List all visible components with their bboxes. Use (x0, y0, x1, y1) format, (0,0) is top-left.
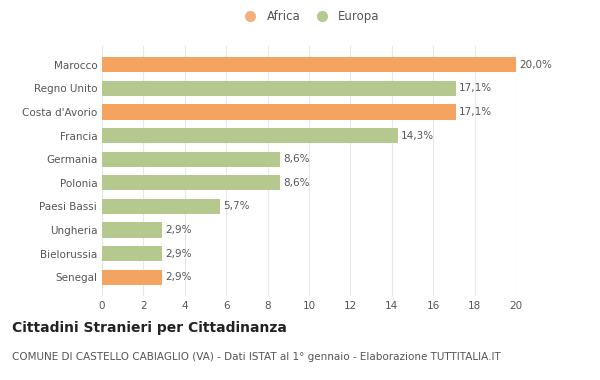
Bar (102, 246, 162, 261)
Bar (102, 152, 280, 167)
Text: 2,9%: 2,9% (165, 225, 191, 235)
Bar (102, 128, 398, 143)
Bar (102, 270, 162, 285)
Text: 8,6%: 8,6% (283, 154, 310, 164)
Bar (102, 81, 456, 96)
Text: 20,0%: 20,0% (519, 60, 552, 70)
Text: COMUNE DI CASTELLO CABIAGLIO (VA) - Dati ISTAT al 1° gennaio - Elaborazione TUTT: COMUNE DI CASTELLO CABIAGLIO (VA) - Dati… (12, 352, 501, 361)
Text: 17,1%: 17,1% (459, 107, 492, 117)
Bar (102, 57, 516, 72)
Text: 5,7%: 5,7% (223, 201, 250, 211)
Bar (102, 222, 162, 238)
Text: 2,9%: 2,9% (165, 249, 191, 259)
Text: 2,9%: 2,9% (165, 272, 191, 282)
Text: Cittadini Stranieri per Cittadinanza: Cittadini Stranieri per Cittadinanza (12, 321, 287, 335)
Bar (102, 199, 220, 214)
Text: 17,1%: 17,1% (459, 83, 492, 93)
Bar (102, 175, 280, 190)
Bar (102, 104, 456, 120)
Text: 8,6%: 8,6% (283, 178, 310, 188)
Text: 14,3%: 14,3% (401, 131, 434, 141)
Legend: Africa, Europa: Africa, Europa (235, 6, 383, 27)
